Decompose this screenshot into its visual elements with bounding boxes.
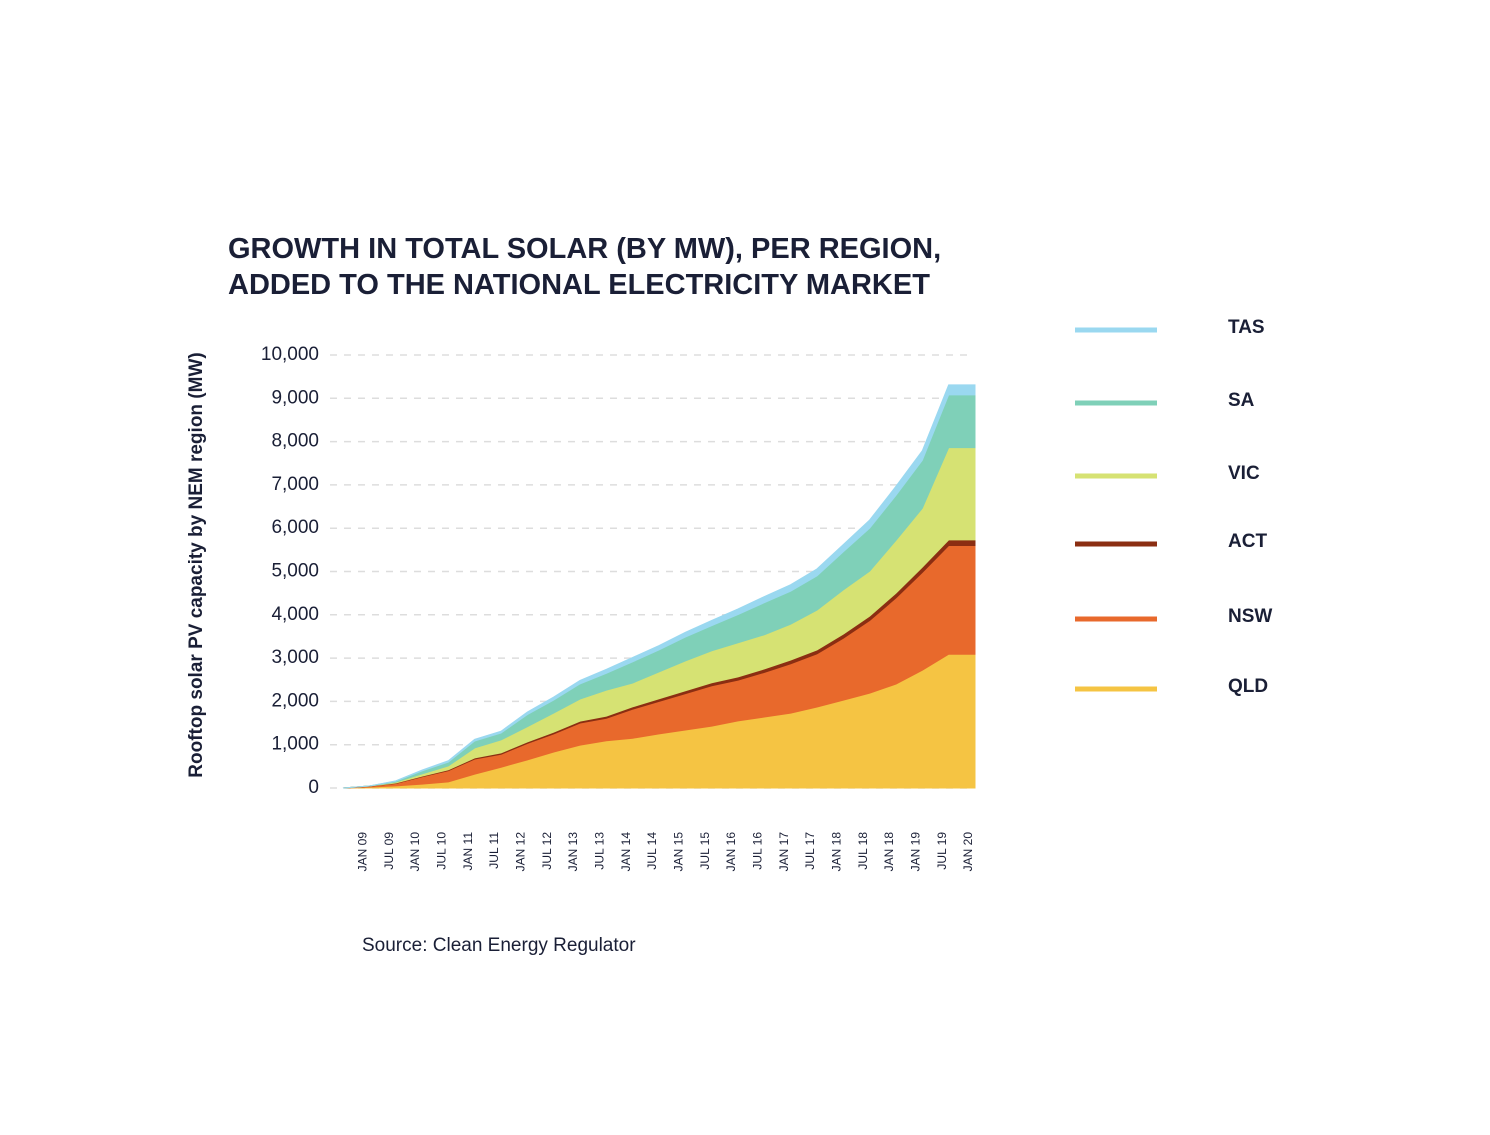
x-tick-label: JAN 10 xyxy=(408,832,422,872)
legend-label: VIC xyxy=(1228,463,1260,484)
y-tick-label: 8,000 xyxy=(271,431,319,452)
y-axis-title: Rooftop solar PV capacity by NEM region … xyxy=(186,352,207,777)
x-tick-label: JUL 16 xyxy=(751,832,765,870)
y-tick-label: 4,000 xyxy=(271,604,319,625)
x-tick-label: JAN 16 xyxy=(724,832,738,872)
legend-label: TAS xyxy=(1228,317,1265,338)
x-tick-label: JUL 13 xyxy=(593,832,607,870)
x-tick-label: JAN 20 xyxy=(961,832,975,872)
x-tick-label: JUL 10 xyxy=(435,832,449,870)
y-tick-label: 0 xyxy=(308,777,319,798)
y-tick-label: 7,000 xyxy=(271,474,319,495)
x-tick-label: JUL 17 xyxy=(803,832,817,870)
x-tick-label: JUL 15 xyxy=(698,832,712,870)
chart-title: ADDED TO THE NATIONAL ELECTRICITY MARKET xyxy=(228,269,930,301)
x-tick-label: JUL 18 xyxy=(856,832,870,870)
legend-label: ACT xyxy=(1228,531,1267,552)
y-tick-label: 6,000 xyxy=(271,517,319,538)
x-tick-label: JAN 14 xyxy=(619,832,633,872)
x-tick-label: JAN 15 xyxy=(672,832,686,872)
legend-label: QLD xyxy=(1228,676,1268,697)
x-tick-label: JUL 09 xyxy=(382,832,396,870)
x-tick-label: JAN 19 xyxy=(909,832,923,872)
x-tick-label: JAN 11 xyxy=(461,832,475,871)
source: Source: Clean Energy Regulator xyxy=(362,935,636,956)
area xyxy=(342,384,976,789)
y-tick-label: 5,000 xyxy=(271,561,319,582)
x-tick-label: JUL 19 xyxy=(935,832,949,870)
x-tick-label: JAN 09 xyxy=(356,832,370,872)
x-tick-label: JAN 18 xyxy=(882,832,896,872)
x-tick-label: JAN 13 xyxy=(566,832,580,872)
chart-title: GROWTH IN TOTAL SOLAR (BY MW), PER REGIO… xyxy=(228,233,941,265)
x-tick-label: JAN 18 xyxy=(830,832,844,872)
x-tick-label: JUL 11 xyxy=(487,832,501,869)
y-tick-label: 3,000 xyxy=(271,647,319,668)
x-tick-label: JUL 14 xyxy=(645,832,659,870)
x-tick-label: JAN 12 xyxy=(514,832,528,872)
y-tick-label: 10,000 xyxy=(261,344,319,365)
legend-label: SA xyxy=(1228,390,1255,411)
y-tick-label: 1,000 xyxy=(271,734,319,755)
y-tick-label: 2,000 xyxy=(271,690,319,711)
legend-label: NSW xyxy=(1228,606,1272,627)
x-tick-label: JUL 12 xyxy=(540,832,554,870)
y-tick-label: 9,000 xyxy=(271,387,319,408)
x-tick-label: JAN 17 xyxy=(777,832,791,872)
